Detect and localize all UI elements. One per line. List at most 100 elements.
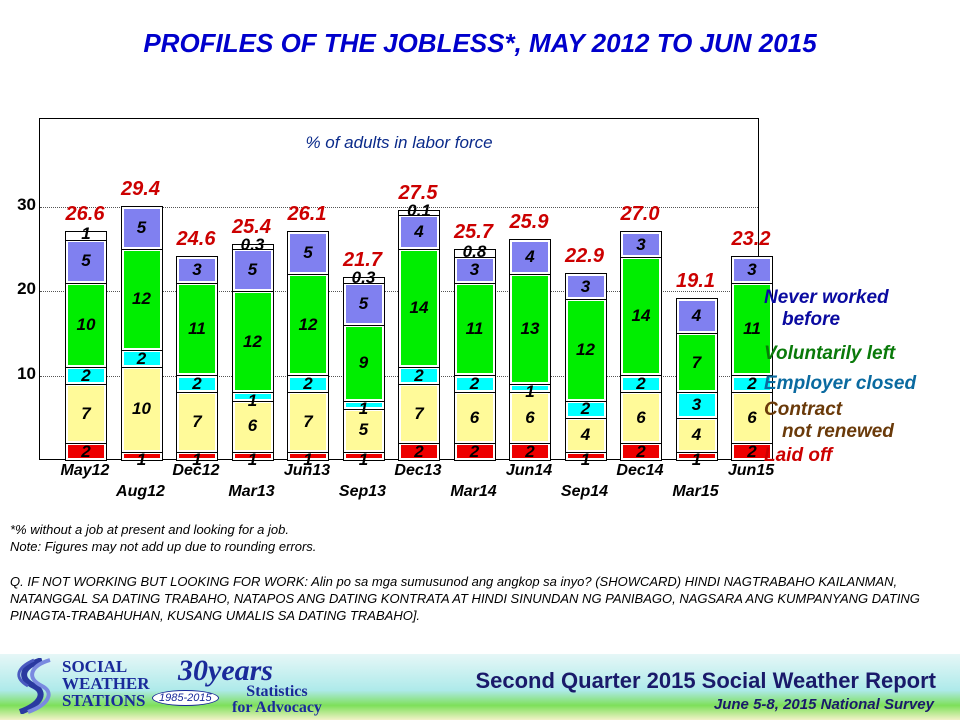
x-axis-label: Aug12 [116,483,165,500]
segment-contract: 7 [398,382,440,445]
legend-contract-line1: Contract [764,399,843,420]
segment-value: 2 [747,373,757,393]
footer-banner: SOCIAL WEATHER STATIONS 30years 1985-201… [0,654,960,720]
bar-total-label: 25.4 [232,215,271,238]
segment-value: 2 [580,399,591,419]
segment-contract: 5 [342,408,385,453]
segment-vol: 12 [287,273,329,377]
tagline-line2: for Advocacy [232,699,322,716]
segment-value: 6 [247,416,258,436]
segment-laid: 1 [564,450,607,469]
segment-laid: 2 [509,441,551,461]
segment-other: 0.3 [231,235,274,254]
segment-contract: 10 [120,366,163,453]
segment-value: 5 [358,420,369,440]
segment-never: 5 [231,247,274,293]
segment-value: 14 [631,306,651,326]
segment-never: 3 [620,230,662,259]
x-axis-label: Dec14 [616,462,664,479]
segment-value: 2 [414,441,424,461]
segment-value: 12 [243,331,262,351]
segment-contract: 6 [731,391,773,445]
bar-Dec14: 2 6 2 14 3 [620,119,662,461]
segment-never: 3 [731,256,773,284]
segment-employer: 2 [398,365,440,385]
legend-never-line1: Never worked [764,287,889,308]
anniversary-range: 1985-2015 [152,690,219,706]
segment-employer: 1 [231,391,274,410]
segment-value: 2 [469,441,480,461]
segment-value: 1 [192,449,202,469]
segment-vol: 9 [342,323,385,402]
segment-value: 3 [469,259,480,279]
legend-voluntarily-left: Voluntarily left [764,343,895,365]
footnote-rounding: Note: Figures may not add up due to roun… [10,539,317,554]
segment-contract: 7 [176,391,218,453]
x-axis-label: Sep14 [560,483,609,500]
segment-value: 7 [81,403,91,423]
bar-Sep13: 1 5 1 9 5 0.3 [342,119,385,469]
bar-May12: 2 7 2 10 5 1 [65,119,107,461]
segment-other: 0.1 [398,201,440,220]
segment-vol: 12 [120,247,163,352]
bar-total-label: 19.1 [676,270,715,293]
segment-laid: 1 [176,450,218,469]
bar-total-label: 27.0 [620,202,660,225]
segment-never: 3 [453,256,496,284]
segment-value: 3 [580,276,591,296]
bar-Mar13: 1 6 1 12 5 0.3 [231,119,274,469]
bar-Sep14: 1 4 2 12 3 [564,119,607,469]
segment-value: 12 [132,289,151,309]
x-axis-label: May12 [60,462,110,479]
footnote-definition: *% without a job at present and looking … [10,522,289,537]
segment-value: 10 [76,314,96,334]
segment-laid: 2 [65,442,107,461]
survey-question: Q. IF NOT WORKING BUT LOOKING FOR WORK: … [10,574,920,623]
segment-employer: 2 [176,374,218,394]
segment-value: 9 [358,352,369,372]
report-title: Second Quarter 2015 Social Weather Repor… [475,668,936,693]
segment-never: 4 [675,298,718,335]
y-tick-label: 20 [17,279,36,298]
segment-laid: 1 [675,450,718,469]
segment-value: 1 [358,449,369,469]
segment-other: 1 [65,224,107,243]
segment-value: 12 [298,314,318,334]
segment-value: 1 [525,382,535,402]
segment-contract: 6 [231,399,274,453]
segment-employer: 2 [287,374,329,394]
segment-laid: 1 [287,450,329,469]
bar-total-label: 23.2 [731,228,771,251]
segment-value: 2 [636,373,646,393]
segment-value: 14 [409,297,429,317]
segment-vol: 14 [398,247,440,369]
x-axis-label: Dec13 [394,462,442,479]
segment-value: 0.3 [351,268,376,288]
segment-value: 1 [247,390,258,410]
segment-value: 4 [525,247,535,267]
bar-Dec13: 2 7 2 14 4 0.1 [398,119,440,461]
segment-value: 2 [414,365,424,385]
chart-title: PROFILES OF THE JOBLESS*, MAY 2012 TO JU… [143,28,817,58]
bar-total-label: 26.6 [65,202,105,225]
legend-contract-line2: not renewed [782,421,894,442]
segment-employer: 2 [65,366,107,385]
x-axis-label: Dec12 [172,462,220,479]
segment-value: 0.3 [240,234,265,254]
legend-employer-closed: Employer closed [764,373,916,395]
segment-never: 5 [65,239,107,284]
tagline: Statistics for Advocacy [232,684,322,716]
bar-Jun15: 2 6 2 11 3 [731,119,773,461]
sws-logo-icon [17,658,51,714]
x-axis-label: Mar15 [672,483,719,500]
segment-contract: 4 [675,416,718,453]
segment-value: 1 [580,449,591,469]
segment-value: 7 [192,411,202,431]
segment-value: 2 [525,441,535,461]
segment-never: 3 [564,273,607,301]
segment-vol: 13 [509,273,551,385]
segment-value: 3 [747,259,757,279]
segment-never: 3 [176,256,218,284]
segment-value: 5 [81,251,91,271]
segment-value: 3 [192,259,202,279]
